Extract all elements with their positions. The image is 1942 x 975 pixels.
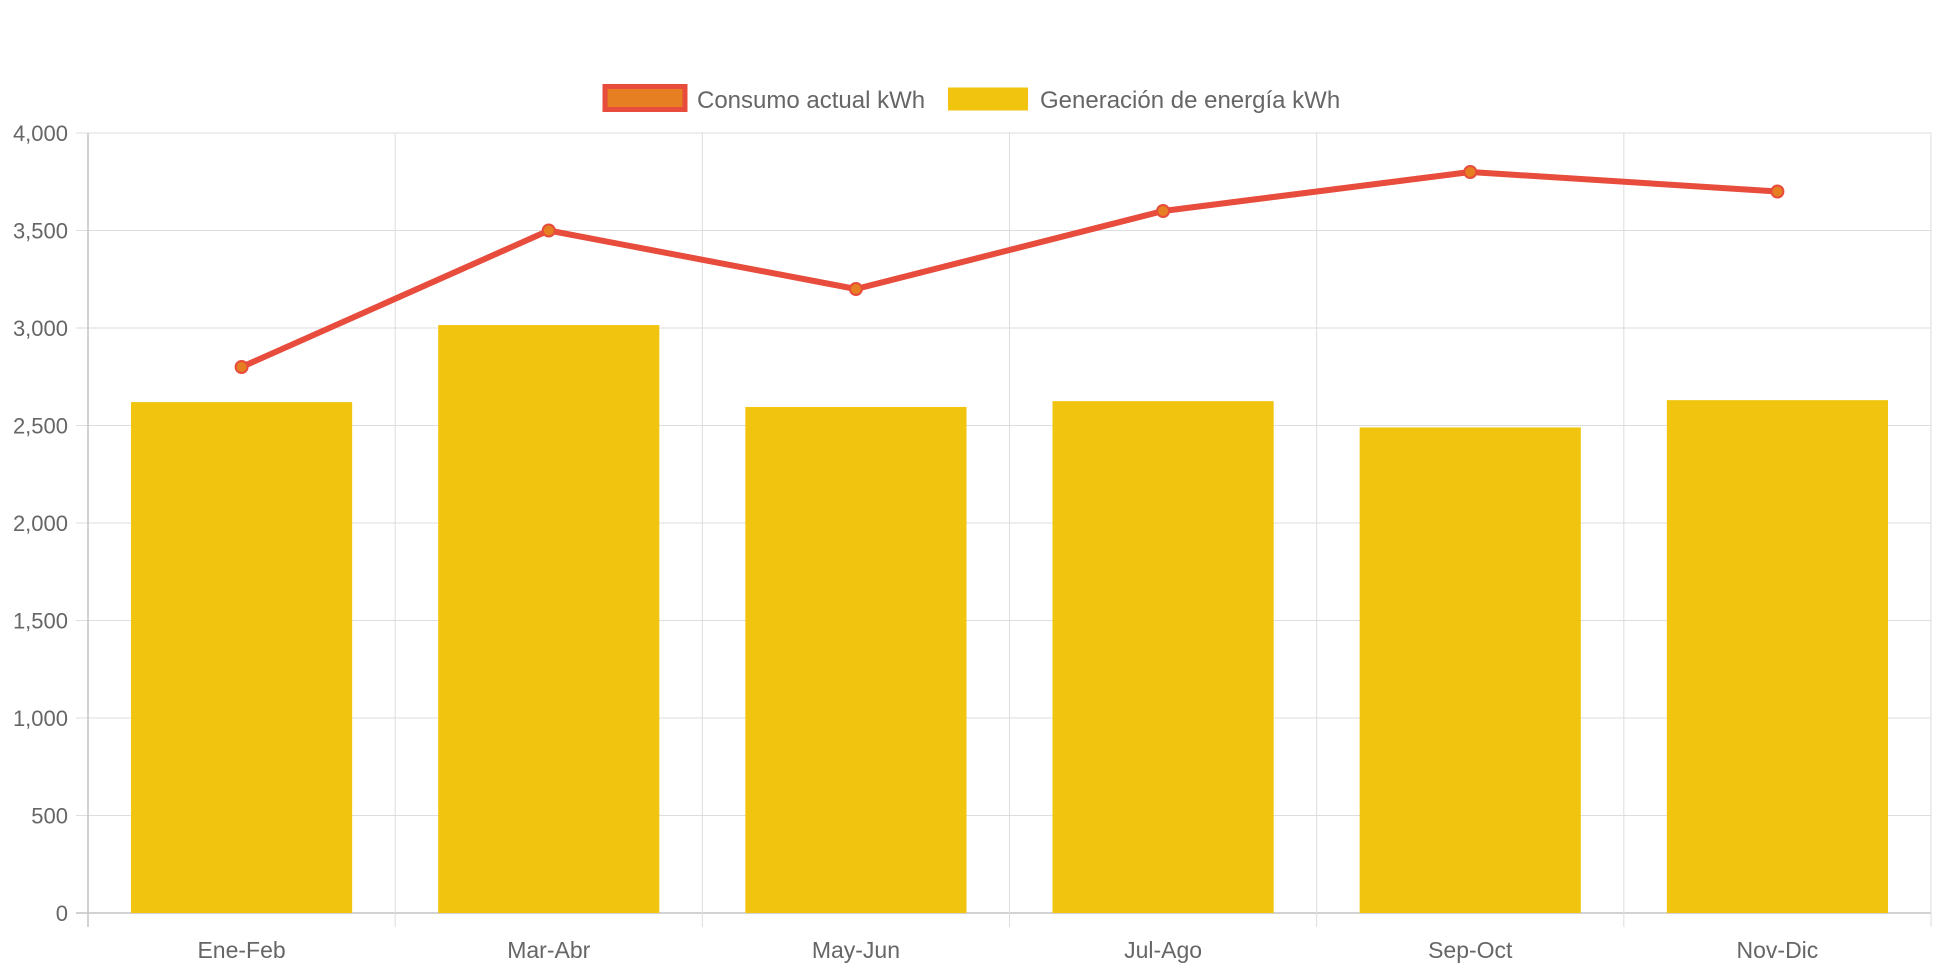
point-consumo-sep-oct[interactable] bbox=[1463, 165, 1478, 179]
bar-layer bbox=[131, 325, 1888, 913]
legend-label-generacion: Generación de energía kWh bbox=[1040, 87, 1340, 114]
x-tick-label: Ene-Feb bbox=[197, 937, 285, 963]
grid-layer bbox=[76, 132, 1932, 927]
y-tick-label: 500 bbox=[31, 804, 68, 829]
legend-swatch-consumo bbox=[602, 84, 688, 112]
y-tick-label: 2,000 bbox=[13, 511, 68, 536]
point-consumo-jul-ago[interactable] bbox=[1156, 204, 1171, 218]
bar-generacion-may-jun[interactable] bbox=[745, 406, 967, 913]
bar-generacion-ene-feb[interactable] bbox=[131, 402, 353, 913]
legend[interactable]: Consumo actual kWh Generación de energía … bbox=[602, 84, 1340, 115]
legend-item-consumo[interactable]: Consumo actual kWh bbox=[602, 84, 925, 115]
x-tick-label: Mar-Abr bbox=[507, 937, 590, 963]
bar-generacion-nov-dic[interactable] bbox=[1666, 400, 1888, 913]
x-tick-label: Sep-Oct bbox=[1428, 937, 1513, 963]
x-tick-label: May-Jun bbox=[812, 937, 900, 963]
point-consumo-ene-feb[interactable] bbox=[234, 360, 249, 374]
point-consumo-nov-dic[interactable] bbox=[1770, 184, 1785, 199]
y-tick-label: 3,500 bbox=[13, 219, 68, 244]
legend-item-generacion[interactable]: Generación de energía kWh bbox=[948, 87, 1340, 114]
line-layer bbox=[234, 165, 1785, 374]
y-tick-label: 0 bbox=[56, 901, 68, 926]
legend-label-consumo: Consumo actual kWh bbox=[697, 87, 925, 114]
x-tick-label: Jul-Ago bbox=[1124, 937, 1202, 963]
legend-swatch-generacion bbox=[948, 87, 1028, 111]
y-tick-label: 3,000 bbox=[13, 316, 68, 341]
y-tick-label: 1,500 bbox=[13, 609, 68, 634]
y-tick-label: 2,500 bbox=[13, 414, 68, 439]
bar-generacion-sep-oct[interactable] bbox=[1359, 427, 1581, 913]
label-layer: 0 500 1,000 1,500 2,000 2,500 3,000 3,500 4,000 E… bbox=[13, 121, 1818, 963]
bar-generacion-mar-abr[interactable] bbox=[438, 325, 660, 913]
point-consumo-mar-abr[interactable] bbox=[541, 223, 556, 238]
y-tick-label: 4,000 bbox=[13, 121, 68, 146]
point-consumo-may-jun[interactable] bbox=[848, 282, 863, 296]
bar-generacion-jul-ago[interactable] bbox=[1052, 401, 1274, 913]
line-consumo bbox=[240, 169, 1778, 370]
y-tick-label: 1,000 bbox=[13, 706, 68, 731]
x-tick-label: Nov-Dic bbox=[1737, 937, 1819, 963]
